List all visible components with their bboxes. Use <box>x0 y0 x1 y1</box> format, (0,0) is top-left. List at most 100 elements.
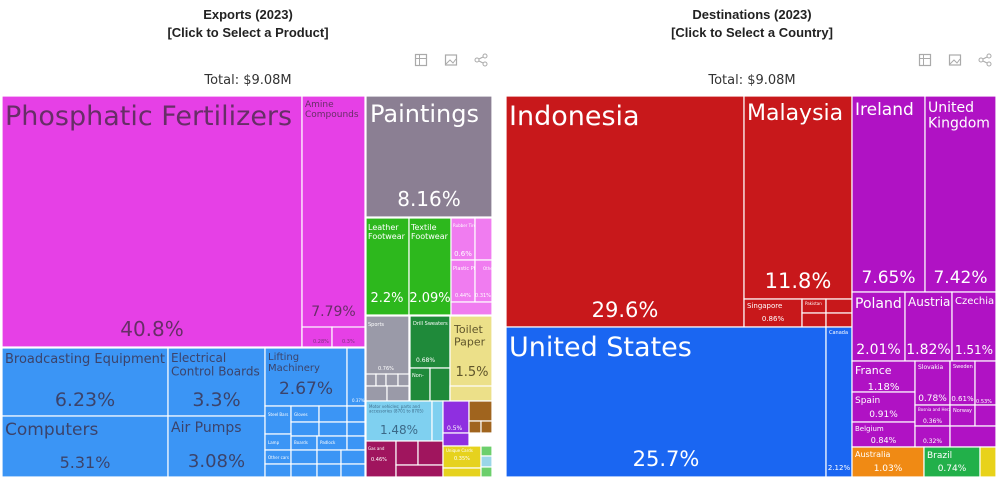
tile-phosphatic-fertilizers[interactable] <box>2 96 303 348</box>
tile-brown-2[interactable] <box>468 420 482 434</box>
tile-plastic-pipes[interactable] <box>450 259 476 303</box>
tile-machinery-mini-1[interactable] <box>264 405 292 435</box>
tile-machinery-mini-4[interactable] <box>346 405 366 423</box>
tile-grey-mini-3[interactable] <box>385 373 399 387</box>
share-icon[interactable] <box>978 53 992 67</box>
tile-brown-3[interactable] <box>480 420 493 434</box>
tile-asia-small-1[interactable] <box>825 298 853 314</box>
tile-grey-mini-5[interactable] <box>365 385 388 402</box>
tile-purple[interactable] <box>442 400 470 434</box>
tile-united-states[interactable] <box>506 326 827 477</box>
tile-chem-small-1[interactable] <box>301 326 333 348</box>
tile-drill-sweaters[interactable] <box>409 315 451 369</box>
tile-machinery-mini-5[interactable] <box>290 421 320 437</box>
tile-machinery-mini-16[interactable] <box>264 463 292 477</box>
tile-pink-4[interactable] <box>474 259 493 303</box>
tile-machinery-mini-6[interactable] <box>318 421 348 437</box>
exports-title-line1: Exports (2023) <box>203 7 293 22</box>
tile-norway[interactable] <box>949 404 976 427</box>
tile-poland[interactable] <box>851 291 906 362</box>
tile-europe-small-1[interactable] <box>974 360 997 406</box>
tile-non[interactable] <box>409 367 431 402</box>
tile-asia-small-3[interactable] <box>825 312 853 328</box>
tile-rubber-tires[interactable] <box>450 217 476 261</box>
tile-norway[interactable] <box>914 425 951 448</box>
tile-singapore[interactable] <box>743 298 803 328</box>
tile-sweden[interactable] <box>949 360 976 406</box>
table-icon[interactable] <box>414 53 428 67</box>
tile-machinery-mini-19[interactable] <box>340 463 366 477</box>
tile-chem-small-2[interactable] <box>331 326 366 348</box>
tile-machinery-mini-10[interactable] <box>316 435 348 451</box>
tile-machinery-mini-15[interactable] <box>340 449 366 465</box>
tile-grey-mini-6[interactable] <box>386 385 410 402</box>
tile-machinery-mini-13[interactable] <box>290 449 318 465</box>
tile-computers[interactable] <box>2 415 169 477</box>
tile-grey-mini-4[interactable] <box>397 373 410 387</box>
tile-machinery-mini-9[interactable] <box>290 435 318 451</box>
tile-machinery-mini-8[interactable] <box>264 433 292 451</box>
tile-motor-vehicles[interactable] <box>365 400 433 442</box>
tile-machinery-mini-7[interactable] <box>346 421 366 437</box>
tile-air-pumps[interactable] <box>167 415 266 477</box>
exports-total: Total: $9.08M <box>204 73 292 88</box>
tile-amine-compounds[interactable] <box>301 96 366 348</box>
tile-austria[interactable] <box>904 291 953 362</box>
tile-paintings[interactable] <box>365 96 493 218</box>
tile-toilet-paper-small[interactable] <box>449 385 493 402</box>
tile-czechia[interactable] <box>951 291 997 362</box>
tile-france[interactable] <box>851 360 916 393</box>
tile-yellow-2[interactable] <box>442 467 482 477</box>
tile-broadcasting-equipment[interactable] <box>2 347 169 417</box>
tile-cyan-small[interactable] <box>480 455 493 468</box>
tile-belgium[interactable] <box>851 421 916 448</box>
tile-indonesia[interactable] <box>506 96 745 328</box>
tile-brazil[interactable] <box>923 446 981 477</box>
tile-gas[interactable] <box>365 440 397 477</box>
tile-machinery-small-a[interactable] <box>346 347 366 407</box>
destinations-title: Destinations (2023) [Click to Select a C… <box>504 6 1000 42</box>
tile-leather-footwear[interactable] <box>365 217 410 316</box>
tile-green-small-1[interactable] <box>480 445 493 457</box>
tile-machinery-mini-2[interactable] <box>290 405 320 423</box>
tile-textile-footwear[interactable] <box>408 217 452 316</box>
tile-grey-mini-2[interactable] <box>375 373 387 387</box>
tile-pakistan[interactable] <box>801 298 827 314</box>
tile-unique-cards[interactable] <box>442 445 482 469</box>
tile-green-small-2[interactable] <box>480 466 493 477</box>
tile-pink-5[interactable] <box>450 301 493 316</box>
share-icon[interactable] <box>474 53 488 67</box>
tile-motor-vehicles-2[interactable] <box>431 400 444 442</box>
tile-australia[interactable] <box>851 446 925 477</box>
tile-malaysia[interactable] <box>743 96 853 300</box>
tile-europe-small-3[interactable] <box>949 425 997 448</box>
tile-electrical-control-boards[interactable] <box>167 347 266 417</box>
tile-lifting-machinery[interactable] <box>264 347 348 407</box>
tile-spain[interactable] <box>851 391 916 423</box>
tile-grey-mini-1[interactable] <box>365 373 377 387</box>
tile-canada[interactable] <box>825 326 853 477</box>
image-icon[interactable] <box>948 53 962 67</box>
tile-mag-3[interactable] <box>417 440 444 466</box>
tile-machinery-mini-17[interactable] <box>290 463 318 477</box>
tile-asia-small-2[interactable] <box>801 312 827 328</box>
tile-bosnia-and-herzegovina[interactable] <box>914 404 951 427</box>
tile-yellow-small[interactable] <box>979 446 997 477</box>
image-icon[interactable] <box>444 53 458 67</box>
tile-mag-4[interactable] <box>395 464 444 477</box>
tile-pink-3[interactable] <box>474 217 493 261</box>
tile-slovakia[interactable] <box>914 360 951 406</box>
tile-brown-1[interactable] <box>468 400 493 422</box>
tile-mag-2[interactable] <box>395 440 419 466</box>
tile-machinery-mini-11[interactable] <box>346 435 366 451</box>
tile-ireland[interactable] <box>851 96 926 293</box>
tile-machinery-mini-12[interactable] <box>264 449 292 465</box>
tile-united-kingdom[interactable] <box>924 96 997 293</box>
table-icon[interactable] <box>918 53 932 67</box>
tile-purple-2[interactable] <box>442 432 470 447</box>
tile-machinery-mini-18[interactable] <box>316 463 342 477</box>
tile-machinery-mini-3[interactable] <box>318 405 348 423</box>
tile-machinery-mini-14[interactable] <box>316 449 342 465</box>
tile-europe-small-2[interactable] <box>974 404 997 427</box>
tile-dg-2[interactable] <box>429 367 451 402</box>
